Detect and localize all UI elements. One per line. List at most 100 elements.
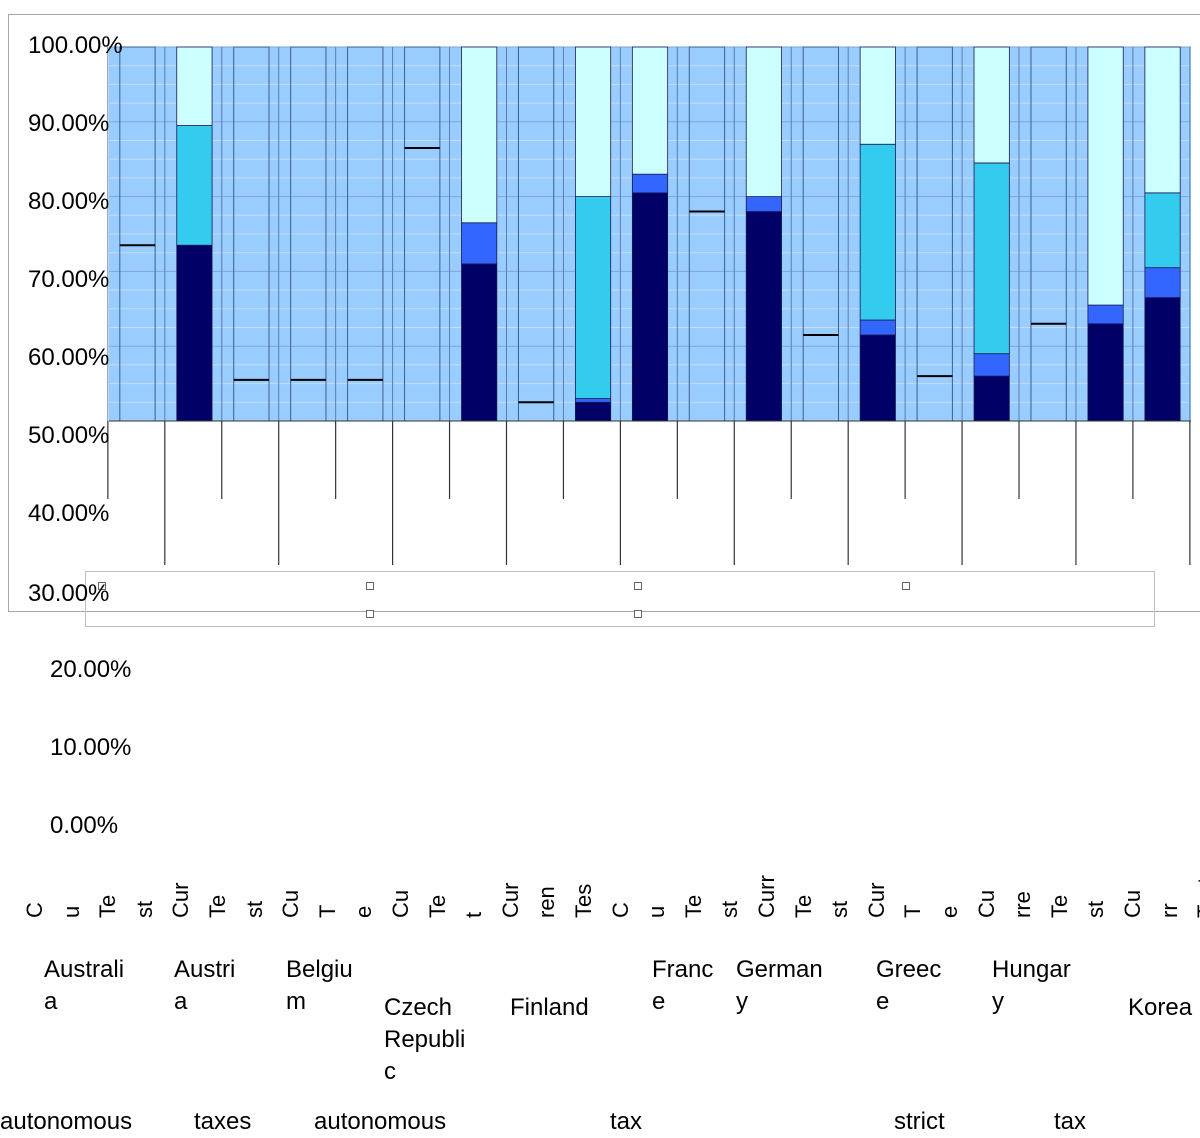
legend-marker [98,582,106,590]
bar-segment [631,46,669,175]
bar-segment [973,375,1010,422]
bar-sublabel: rre [1010,891,1036,918]
bar-segment [1087,323,1124,422]
y-tick-label: 80.00% [28,188,110,215]
country-label: Finland [510,994,589,1021]
bar-sublabel: Cu [1120,889,1145,918]
y-tick-label: 10.00% [50,734,132,761]
bar-sublabel: Te [790,894,816,918]
bar-sublabel: t [461,911,487,918]
bar-segment [859,334,896,422]
bar-sublabel: T [900,904,926,918]
bar-segment [1144,297,1181,422]
bar-segment [1144,192,1181,269]
bar-segment [176,125,213,246]
y-tick-label: 50.00% [28,422,110,449]
bar-sublabel: Te [424,894,450,918]
bar-segment [461,263,498,422]
bar-sublabel: st [827,900,853,918]
bar-sublabel: u [58,905,84,918]
y-tick-label: 60.00% [28,344,110,371]
bar-sublabel: Cu [973,889,999,918]
bar-segment [1144,46,1181,194]
bar-segment [1144,267,1181,298]
chart-legend [85,571,1155,627]
chart-frame [8,14,1200,627]
legend-marker [634,610,642,618]
country-label: Czech Republi c [384,994,466,1085]
bar-segment [574,46,612,198]
country-label: Korea [1128,994,1193,1021]
bar-segment [176,46,213,126]
bar-segment [574,401,612,422]
country-label: Hungar y [992,956,1071,1015]
bar-sublabel: Test [1193,877,1200,918]
bottom-label: tax [1054,1108,1087,1135]
bar-segment [574,398,612,403]
bar-sublabel: Cur [497,882,523,918]
country-label: Australi a [44,956,125,1015]
y-tick-label: 0.00% [50,812,119,839]
bar-segment [859,143,896,321]
bottom-label: autonomous [314,1108,447,1135]
bar-sublabel: Cu [278,889,304,918]
country-label: Franc e [652,956,714,1015]
bottom-label: tax [610,1108,643,1135]
bar-segment [973,46,1010,164]
bottom-label: taxes [194,1108,252,1135]
bar-sublabel: Cu [388,889,413,918]
country-label: Belgiu m [286,956,353,1015]
bar-sublabel: Cur [168,882,194,918]
bar-sublabel: ren [534,886,560,918]
bar-sublabel: rr [1156,903,1182,918]
bar-sublabel: C [22,902,47,918]
bar-sublabel: e [351,905,377,918]
bar-sublabel: st [717,900,743,918]
bar-sublabel: Te [205,894,230,918]
legend-marker [366,610,374,618]
country-label: German y [736,956,823,1015]
bar-sublabel: Te [680,894,706,918]
bar-sublabel: Cur [863,882,889,918]
bar-sublabel: e [937,905,962,918]
bar-sublabel: st [131,900,157,918]
bar-segment [745,46,782,198]
bar-segment [461,222,498,265]
y-tick-label: 20.00% [50,656,132,683]
bar-segment [973,162,1010,355]
bar-segment [631,173,669,194]
chart-plot [107,46,1191,565]
bar-sublabel: Tes [571,883,596,918]
bar-segment [745,196,782,212]
y-tick-label: 100.00% [28,32,123,59]
bar-sublabel: T [314,904,340,918]
bar-segment [1087,46,1124,306]
bar-segment [574,196,612,399]
bar-segment [631,192,669,422]
y-tick-label: 90.00% [28,110,110,137]
bar-segment [745,211,782,422]
y-tick-label: 40.00% [28,500,110,527]
y-tick-label: 70.00% [28,266,110,293]
bar-sublabel: st [1083,900,1109,918]
bar-sublabel: Te [95,894,121,918]
bar-segment [859,319,896,336]
bar-sublabel: C [607,902,633,918]
bottom-label: strict [894,1108,945,1135]
legend-marker [366,582,374,590]
bar-sublabel: Curr [754,875,779,918]
bar-sublabel: u [644,905,670,918]
bar-sublabel: st [241,900,267,918]
bar-segment [973,353,1010,377]
legend-marker [634,582,642,590]
bar-segment [859,46,896,145]
y-tick-label: 30.00% [28,580,110,607]
bottom-label: autonomous [0,1108,133,1135]
bar-segment [176,244,213,422]
bar-sublabel: Te [1046,894,1072,918]
country-label: Greec e [876,956,942,1015]
bar-segment [461,46,498,224]
country-label: Austri a [174,956,236,1015]
bar-segment [1087,304,1124,325]
legend-marker [902,582,910,590]
